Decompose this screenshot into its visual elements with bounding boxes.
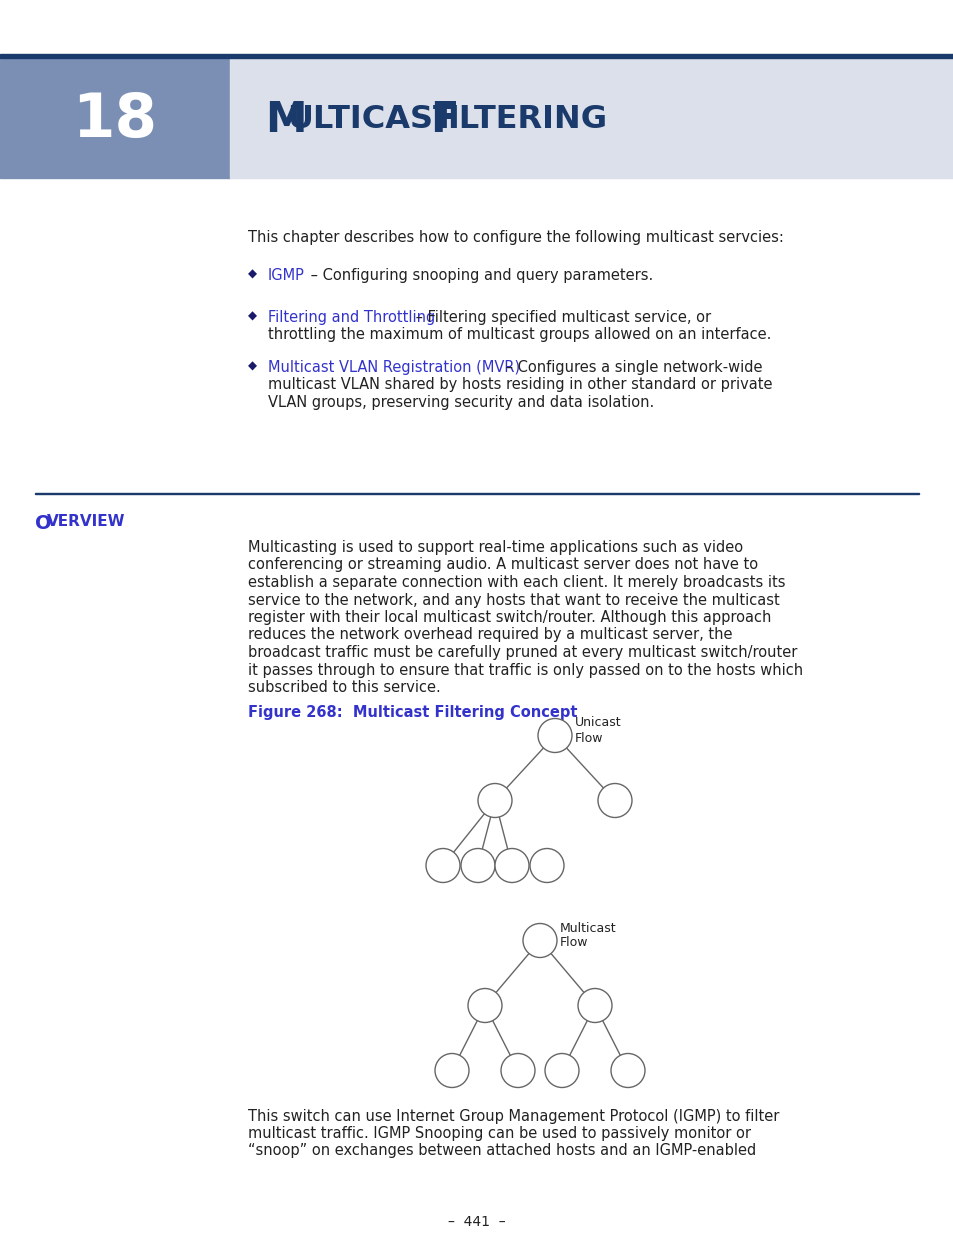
Text: conferencing or streaming audio. A multicast server does not have to: conferencing or streaming audio. A multi…: [248, 557, 758, 573]
Circle shape: [530, 848, 563, 883]
Text: service to the network, and any hosts that want to receive the multicast: service to the network, and any hosts th…: [248, 593, 779, 608]
Text: ILTERING: ILTERING: [447, 105, 606, 136]
Text: “snoop” on exchanges between attached hosts and an IGMP-enabled: “snoop” on exchanges between attached ho…: [248, 1144, 756, 1158]
Bar: [230, 58, 953, 178]
Text: Unicast
Flow: Unicast Flow: [575, 716, 621, 745]
Circle shape: [598, 783, 631, 818]
Text: – Configures a single network-wide: – Configures a single network-wide: [500, 359, 761, 375]
Text: IGMP: IGMP: [268, 268, 305, 283]
Text: register with their local multicast switch/router. Although this approach: register with their local multicast swit…: [248, 610, 771, 625]
Text: ULTICAST: ULTICAST: [287, 105, 455, 136]
Text: –  441  –: – 441 –: [448, 1215, 505, 1229]
Text: This switch can use Internet Group Management Protocol (IGMP) to filter: This switch can use Internet Group Manag…: [248, 1109, 779, 1124]
Text: broadcast traffic must be carefully pruned at every multicast switch/router: broadcast traffic must be carefully prun…: [248, 645, 797, 659]
Text: This chapter describes how to configure the following multicast servcies:: This chapter describes how to configure …: [248, 230, 783, 245]
Text: establish a separate connection with each client. It merely broadcasts its: establish a separate connection with eac…: [248, 576, 784, 590]
Text: Filtering and Throttling: Filtering and Throttling: [268, 310, 435, 325]
Text: subscribed to this service.: subscribed to this service.: [248, 680, 440, 695]
Text: M: M: [265, 99, 306, 141]
Text: ◆: ◆: [248, 268, 256, 282]
Circle shape: [537, 719, 572, 752]
Text: ◆: ◆: [248, 359, 256, 373]
Circle shape: [500, 1053, 535, 1088]
Text: VERVIEW: VERVIEW: [47, 514, 126, 529]
Circle shape: [468, 988, 501, 1023]
Circle shape: [435, 1053, 469, 1088]
Bar: [35, 493, 918, 494]
Circle shape: [522, 924, 557, 957]
Circle shape: [477, 783, 512, 818]
Bar: [0, 58, 230, 178]
Text: VLAN groups, preserving security and data isolation.: VLAN groups, preserving security and dat…: [268, 395, 654, 410]
Bar: [0, 54, 953, 58]
Text: – Filtering specified multicast service, or: – Filtering specified multicast service,…: [411, 310, 710, 325]
Text: Multicasting is used to support real-time applications such as video: Multicasting is used to support real-tim…: [248, 540, 742, 555]
Text: Multicast VLAN Registration (MVR): Multicast VLAN Registration (MVR): [268, 359, 519, 375]
Circle shape: [460, 848, 495, 883]
Text: multicast VLAN shared by hosts residing in other standard or private: multicast VLAN shared by hosts residing …: [268, 378, 772, 393]
Text: – Configuring snooping and query parameters.: – Configuring snooping and query paramet…: [306, 268, 653, 283]
Circle shape: [610, 1053, 644, 1088]
Circle shape: [495, 848, 529, 883]
Text: ◆: ◆: [248, 310, 256, 324]
Text: Multicast
Flow: Multicast Flow: [559, 921, 616, 950]
Text: F: F: [430, 99, 458, 141]
Circle shape: [544, 1053, 578, 1088]
Text: it passes through to ensure that traffic is only passed on to the hosts which: it passes through to ensure that traffic…: [248, 662, 802, 678]
Text: O: O: [35, 514, 51, 534]
Text: multicast traffic. IGMP Snooping can be used to passively monitor or: multicast traffic. IGMP Snooping can be …: [248, 1126, 750, 1141]
Text: reduces the network overhead required by a multicast server, the: reduces the network overhead required by…: [248, 627, 732, 642]
Text: Figure 268:  Multicast Filtering Concept: Figure 268: Multicast Filtering Concept: [248, 705, 577, 720]
Circle shape: [426, 848, 459, 883]
Text: throttling the maximum of multicast groups allowed on an interface.: throttling the maximum of multicast grou…: [268, 327, 771, 342]
Circle shape: [578, 988, 612, 1023]
Text: 18: 18: [72, 90, 157, 149]
